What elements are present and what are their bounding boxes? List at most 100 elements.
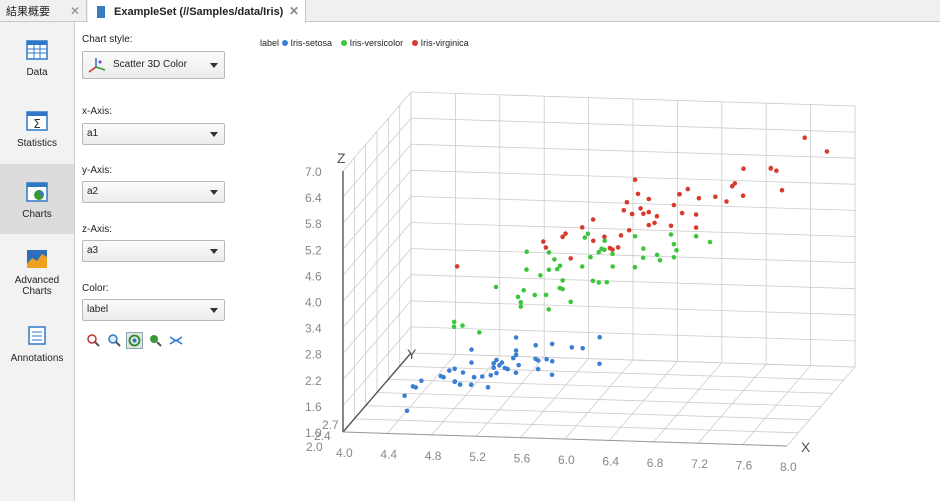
left-wall-grid-line xyxy=(342,326,412,407)
x-tick-label: 6.0 xyxy=(558,453,575,467)
scatter-3d-chart[interactable]: 4.0 4.4 4.8 5.2 5.6 6.0 6.4 6.8 7.2 7.6 8.01.01.62… xyxy=(235,22,940,501)
back-wall-grid-line xyxy=(410,248,856,263)
sidebar-item-label: Advanced Charts xyxy=(14,275,60,297)
zoom-icon[interactable] xyxy=(106,332,123,349)
data-point-iris-setosa xyxy=(485,385,491,390)
sidebar-item-advanced-charts[interactable]: Advanced Charts xyxy=(0,235,74,305)
y-axis-value: a2 xyxy=(87,186,99,197)
data-point-iris-virginica xyxy=(646,222,652,228)
z-axis-select[interactable]: a3 xyxy=(82,240,225,262)
y-tick-label: 2.4 xyxy=(314,429,331,443)
data-point-iris-versicolor xyxy=(641,246,646,251)
data-point-iris-setosa xyxy=(457,382,463,387)
y-axis-line xyxy=(342,352,412,433)
data-point-iris-virginica xyxy=(685,186,691,192)
scatter-3d-icon xyxy=(88,58,106,73)
x-tick-label: 5.6 xyxy=(514,452,531,466)
data-point-iris-setosa xyxy=(494,357,499,363)
data-point-iris-virginica xyxy=(724,199,729,204)
z-tick-label: 4.0 xyxy=(305,296,322,310)
x-axis-select[interactable]: a1 xyxy=(82,123,225,145)
data-point-iris-setosa xyxy=(516,362,521,368)
back-wall-grid-line xyxy=(410,274,856,290)
data-point-iris-versicolor xyxy=(668,232,674,237)
data-point-iris-virginica xyxy=(729,183,735,189)
data-point-iris-virginica xyxy=(541,239,546,244)
x-tick-label: 4.4 xyxy=(380,447,397,461)
floor-grid-line xyxy=(354,418,799,434)
data-point-iris-versicolor xyxy=(524,267,529,272)
data-point-iris-setosa xyxy=(452,366,458,372)
sidebar-item-label: Charts xyxy=(22,209,52,220)
color-select[interactable]: label xyxy=(82,299,225,321)
chevron-down-icon xyxy=(210,308,218,313)
left-wall-grid-line xyxy=(342,248,412,328)
legend-label: Iris-virginica xyxy=(420,38,469,48)
x-tick-label: 6.4 xyxy=(602,454,619,468)
data-point-iris-virginica xyxy=(671,202,677,208)
data-point-iris-virginica xyxy=(679,210,685,216)
tab-results-overview[interactable]: 結果概要 ✕ xyxy=(0,0,87,22)
sidebar-item-charts[interactable]: Charts xyxy=(0,164,74,234)
chart-config-panel: Chart style: Scatter 3D Color x-Axis: a1… xyxy=(75,22,235,501)
data-point-iris-versicolor xyxy=(640,255,646,261)
data-point-iris-virginica xyxy=(677,191,682,197)
data-point-iris-setosa xyxy=(499,360,505,365)
data-point-iris-virginica xyxy=(621,208,627,213)
tab-exampleset[interactable]: ExampleSet (//Samples/data/Iris) ✕ xyxy=(88,0,306,23)
back-wall-grid-line xyxy=(410,300,856,316)
rotate-icon[interactable] xyxy=(126,332,143,349)
data-point-iris-virginica xyxy=(454,264,460,269)
data-point-iris-virginica xyxy=(774,168,779,173)
tab-label: 結果概要 xyxy=(6,6,50,18)
data-point-iris-virginica xyxy=(652,220,657,226)
data-point-iris-virginica xyxy=(740,193,746,198)
data-point-iris-versicolor xyxy=(518,300,524,305)
zoom-select-icon[interactable] xyxy=(85,332,102,349)
data-point-iris-versicolor xyxy=(521,288,526,293)
reset-view-icon[interactable] xyxy=(168,332,185,349)
data-point-iris-virginica xyxy=(563,231,568,236)
sidebar-item-data[interactable]: Data xyxy=(0,22,74,92)
data-point-iris-setosa xyxy=(488,373,494,378)
back-wall-grid-line xyxy=(410,169,856,185)
data-point-iris-virginica xyxy=(632,177,638,183)
sidebar-item-statistics[interactable]: Σ Statistics xyxy=(0,93,74,163)
data-point-iris-virginica xyxy=(635,191,641,197)
close-icon[interactable]: ✕ xyxy=(69,4,80,18)
data-point-iris-versicolor xyxy=(671,242,677,247)
left-wall-grid-line xyxy=(342,117,412,198)
legend-swatch xyxy=(281,40,288,46)
sidebar-item-annotations[interactable]: Annotations xyxy=(0,306,74,376)
chevron-down-icon xyxy=(210,132,218,137)
statistics-sigma-icon: Σ xyxy=(26,111,48,131)
y-axis-title: Y xyxy=(407,346,417,362)
y-axis-select[interactable]: a2 xyxy=(82,181,225,203)
left-wall-grid-line xyxy=(342,196,412,276)
data-point-iris-versicolor xyxy=(602,238,607,243)
data-point-iris-versicolor xyxy=(610,264,615,269)
floor-grid-line xyxy=(365,405,810,421)
data-point-iris-setosa xyxy=(569,345,575,350)
data-point-iris-setosa xyxy=(549,341,555,347)
sidebar-item-label: Data xyxy=(26,67,48,78)
data-point-iris-setosa xyxy=(452,379,458,384)
close-icon[interactable]: ✕ xyxy=(288,4,299,18)
data-point-iris-versicolor xyxy=(657,258,663,263)
data-point-iris-versicolor xyxy=(602,247,607,253)
z-axis-label: z-Axis: xyxy=(82,224,112,235)
x-tick-label: 8.0 xyxy=(780,460,797,474)
chart-style-select[interactable]: Scatter 3D Color xyxy=(82,51,225,79)
left-wall-grid-line xyxy=(342,274,412,354)
data-point-iris-setosa xyxy=(511,355,516,361)
pan-icon[interactable] xyxy=(147,332,164,349)
data-point-iris-virginica xyxy=(713,194,718,200)
data-point-iris-virginica xyxy=(638,206,643,211)
legend-label: Iris-setosa xyxy=(290,38,333,48)
data-point-iris-virginica xyxy=(668,223,674,229)
data-point-iris-setosa xyxy=(580,346,585,351)
data-point-iris-setosa xyxy=(513,352,519,358)
legend-swatch xyxy=(411,40,418,46)
data-point-iris-setosa xyxy=(549,372,555,378)
table-icon xyxy=(97,5,105,18)
